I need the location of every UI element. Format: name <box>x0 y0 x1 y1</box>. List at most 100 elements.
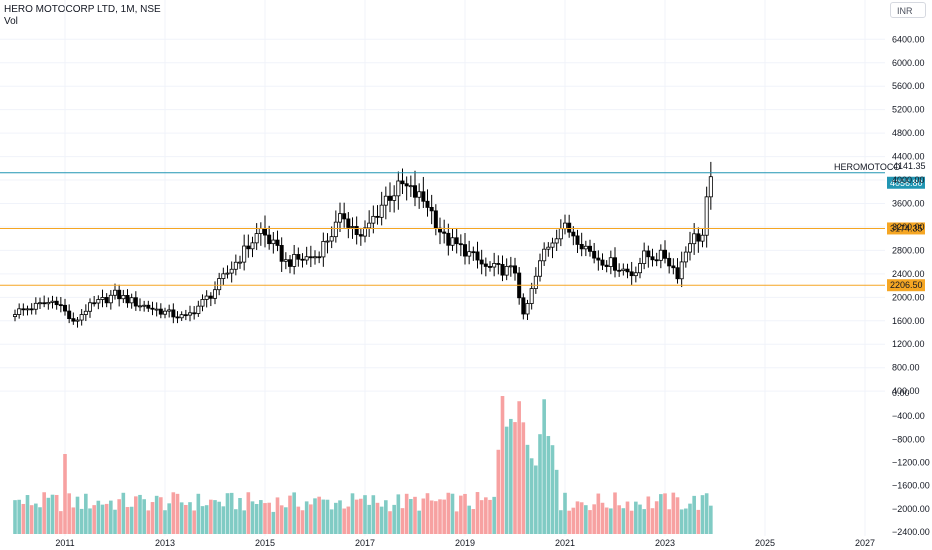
volume-bar <box>359 498 363 534</box>
high-price-label: 4141.35 <box>893 161 926 171</box>
volume-bar <box>96 500 101 534</box>
candle <box>379 191 384 226</box>
volume-bar <box>459 495 463 534</box>
candle <box>321 232 326 267</box>
candle <box>33 297 38 315</box>
candle <box>104 293 109 308</box>
volume-bar <box>484 497 488 534</box>
price-tick-label: 1200.00 <box>892 339 925 349</box>
volume-bar <box>300 510 305 534</box>
volume-bar <box>596 493 601 534</box>
candle <box>308 245 313 268</box>
volume-bar <box>342 508 346 534</box>
volume-bar <box>488 499 492 534</box>
candle <box>492 252 497 277</box>
candle <box>283 252 288 270</box>
volume-bar <box>92 505 96 534</box>
candle <box>262 215 267 248</box>
candle <box>362 220 367 243</box>
candle <box>575 229 580 254</box>
candle <box>50 295 55 309</box>
volume-bar <box>71 507 76 534</box>
candle <box>525 299 530 321</box>
volume-bar <box>59 511 63 534</box>
volume-bar <box>309 504 313 534</box>
candle <box>475 241 480 269</box>
volume-bar <box>563 492 567 534</box>
volume-tick-label: −1600.00 <box>892 481 930 491</box>
candle <box>696 227 701 253</box>
candle <box>217 272 222 296</box>
legend-volume: Vol <box>4 16 18 27</box>
candle <box>237 255 242 269</box>
currency-selector[interactable]: INR <box>890 2 926 18</box>
candle <box>658 244 663 269</box>
candle <box>421 176 426 208</box>
candle <box>542 242 547 266</box>
volume-bar <box>204 505 209 534</box>
candle <box>367 210 372 237</box>
candle <box>146 300 151 312</box>
candle <box>521 293 526 320</box>
candle <box>408 175 413 197</box>
volume-bar <box>650 508 655 534</box>
candle <box>671 258 676 275</box>
volume-bar <box>292 492 296 534</box>
volume-bar <box>46 497 51 534</box>
price-tick-label: 3600.00 <box>892 198 925 208</box>
volume-bar <box>542 399 546 534</box>
volume-bar <box>25 495 30 534</box>
volume-bar <box>317 496 321 534</box>
volume-bar <box>675 497 680 534</box>
volume-bar <box>434 501 438 534</box>
volume-tick-label: 0.00 <box>892 388 910 398</box>
candle <box>258 222 263 246</box>
candle <box>121 289 126 304</box>
volume-bar <box>154 495 159 534</box>
volume-bar <box>325 499 330 534</box>
volume-bar <box>567 510 571 534</box>
candle <box>125 289 130 308</box>
candle <box>196 300 201 317</box>
support-line-tag: 2206.50 <box>887 279 925 292</box>
candle <box>583 240 588 257</box>
volume-bar <box>175 493 180 534</box>
candle <box>17 303 22 319</box>
candle <box>437 217 442 245</box>
volume-bar <box>63 454 67 534</box>
volume-bar <box>375 502 380 534</box>
candle <box>621 263 626 276</box>
volume-bar <box>171 492 176 534</box>
candle <box>383 186 388 220</box>
volume-bar <box>604 507 609 534</box>
candle <box>546 242 551 257</box>
time-tick-label: 2027 <box>855 538 875 548</box>
candle <box>579 232 584 257</box>
volume-bar <box>254 504 259 534</box>
volume-bar <box>109 500 113 534</box>
volume-bar <box>288 495 292 534</box>
candle <box>675 258 680 284</box>
candle <box>75 317 80 328</box>
price-tick-label: 2000.00 <box>892 292 925 302</box>
svg-text:4056.80: 4056.80 <box>890 178 923 188</box>
candle <box>517 267 522 305</box>
last-price-tag: 4056.80 <box>887 176 925 189</box>
volume-bar <box>529 458 534 534</box>
volume-bar <box>438 499 442 534</box>
candle <box>79 309 84 326</box>
candle <box>246 234 251 258</box>
candle <box>513 257 518 281</box>
candle <box>279 237 284 272</box>
volume-bar <box>134 496 138 534</box>
candle <box>663 240 668 264</box>
price-tick-label: 6400.00 <box>892 34 925 44</box>
volume-bar <box>425 493 430 534</box>
volume-bar <box>400 508 405 534</box>
candle <box>500 255 505 282</box>
candle <box>458 234 463 257</box>
volume-bar <box>571 507 576 534</box>
candle <box>508 256 513 277</box>
volume-bar <box>121 492 126 534</box>
